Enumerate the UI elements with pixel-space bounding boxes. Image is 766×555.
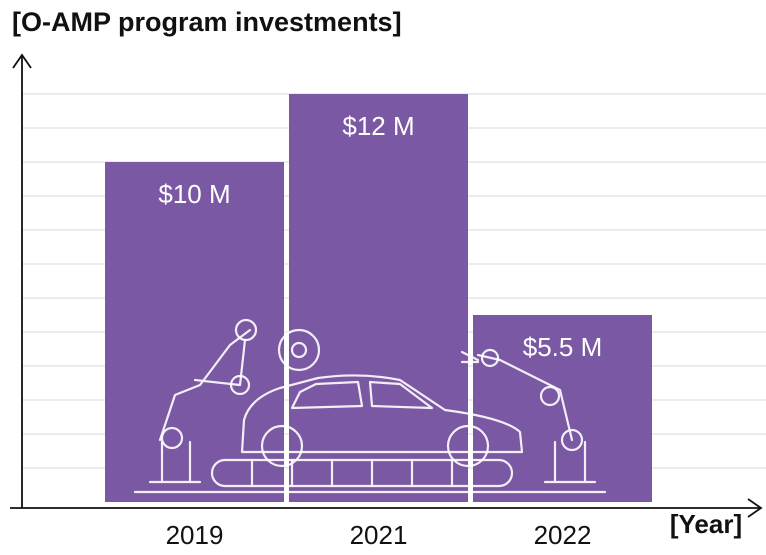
bar — [473, 315, 652, 502]
x-tick-label: 2019 — [166, 520, 224, 550]
robot-joint — [229, 374, 251, 396]
robot-joint — [160, 426, 184, 450]
x-axis-label: [Year] — [670, 509, 742, 539]
x-axis-arrow — [747, 498, 763, 518]
x-tick-label: 2021 — [350, 520, 408, 550]
robot-joint — [480, 348, 500, 368]
wheel-held — [277, 328, 321, 372]
value-label: $5.5 M — [523, 332, 603, 362]
robot-joint — [234, 318, 258, 342]
robot-arm-right — [460, 350, 597, 484]
car-body — [240, 374, 524, 454]
value-label: $12 M — [342, 111, 414, 141]
robot-joint — [560, 428, 584, 452]
y-axis-arrow — [12, 53, 32, 69]
wheel-hub — [290, 341, 308, 359]
factory-illustration — [133, 318, 607, 494]
car-windows — [290, 380, 434, 410]
conveyor-lines — [133, 458, 607, 494]
x-tick-label: 2022 — [534, 520, 592, 550]
robot-joint — [539, 385, 561, 407]
bar — [289, 94, 468, 502]
value-label: $10 M — [158, 179, 230, 209]
car-wheel — [446, 424, 490, 468]
bars: $10 M $12 M $5.5 M — [105, 94, 652, 502]
robot-arm-left — [148, 328, 252, 484]
bar — [105, 162, 284, 502]
axes — [10, 53, 763, 518]
conveyor — [210, 458, 514, 488]
car-wheel — [260, 424, 304, 468]
chart-title: [O-AMP program investments] — [12, 7, 402, 37]
